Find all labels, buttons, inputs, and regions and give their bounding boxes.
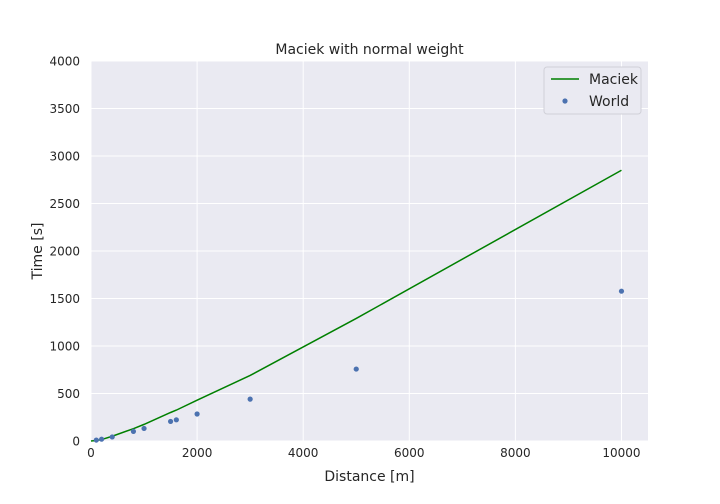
y-tick-label: 2500 <box>49 197 80 211</box>
scatter-point-world <box>167 418 174 425</box>
legend-label: Maciek <box>589 72 639 88</box>
scatter-point-world <box>618 288 625 294</box>
y-tick-label: 3500 <box>49 102 80 116</box>
y-tick-label: 500 <box>57 387 80 401</box>
scatter-point-world <box>173 417 179 423</box>
legend-label: World <box>589 94 629 110</box>
chart-title: Maciek with normal weight <box>275 42 464 58</box>
chart-marks <box>90 169 625 443</box>
legend-swatch-point <box>562 98 568 104</box>
scatter-point-world <box>194 411 200 417</box>
x-tick-label: 8000 <box>500 446 531 460</box>
x-tick-label: 6000 <box>394 446 425 460</box>
x-tick-label: 4000 <box>288 446 319 460</box>
y-tick-label: 3000 <box>49 150 80 164</box>
scatter-point-world <box>93 437 99 443</box>
y-tick-label: 2000 <box>49 245 80 259</box>
y-axis-label: Time [s] <box>30 223 46 281</box>
grid <box>90 60 648 442</box>
scatter-point-world <box>353 366 359 372</box>
scatter-point-world <box>141 425 147 432</box>
x-tick-label: 2000 <box>182 446 213 460</box>
y-tick-label: 4000 <box>49 55 80 69</box>
scatter-point-world <box>247 396 253 402</box>
y-tick-label: 1500 <box>49 292 80 306</box>
tick-labels: 0 2000 4000 6000 8000 10000 0 500 1000 1500 2000 25… <box>49 55 640 461</box>
x-tick-label: 10000 <box>602 446 640 460</box>
legend: Maciek World <box>543 66 642 115</box>
scatter-point-world <box>109 434 115 440</box>
scatter-point-world <box>130 428 137 435</box>
scatter-point-world <box>99 436 105 442</box>
x-tick-label: 0 <box>87 446 95 460</box>
y-tick-label: 1000 <box>49 340 80 354</box>
y-tick-label: 0 <box>72 435 80 449</box>
x-axis-label: Distance [m] <box>324 469 414 485</box>
